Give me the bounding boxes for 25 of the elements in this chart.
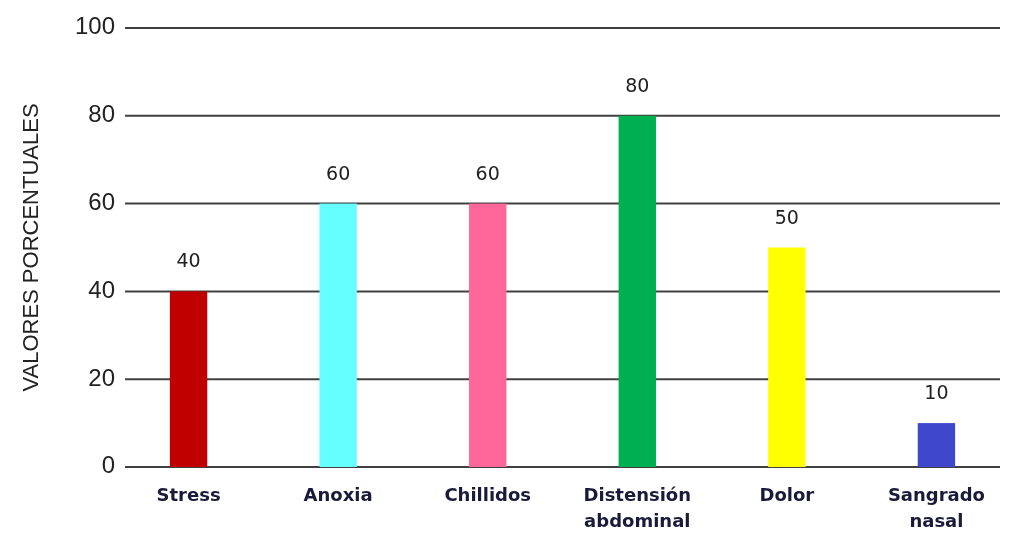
y-tick-label: 0 [101,451,115,479]
data-label: 40 [176,249,201,272]
data-label: 50 [774,205,799,228]
x-tick-label: Anoxia [303,484,373,505]
bar [169,291,208,467]
x-tick-label: Stress [156,484,221,505]
y-tick-label: 40 [88,275,115,303]
y-tick-label: 60 [88,187,115,215]
x-tick-label: Chillidos [444,484,532,505]
bar [469,203,507,467]
x-tick-label: Sangrado nasal [887,484,985,531]
bar [618,115,656,467]
bar [768,247,806,467]
x-tick-label: Distensión abdominal [583,484,692,531]
data-label: 60 [326,161,351,184]
data-label: 60 [475,161,500,184]
bar [319,203,357,467]
data-label: 10 [924,381,949,404]
x-tick-label: Dolor [759,484,815,505]
y-tick-label: 80 [88,100,115,128]
y-tick-label: 100 [74,12,115,40]
data-label: 80 [625,73,650,96]
y-axis-title: VALORES PORCENTUALES [18,103,43,392]
y-tick-label: 20 [88,363,115,391]
bar [917,423,956,467]
